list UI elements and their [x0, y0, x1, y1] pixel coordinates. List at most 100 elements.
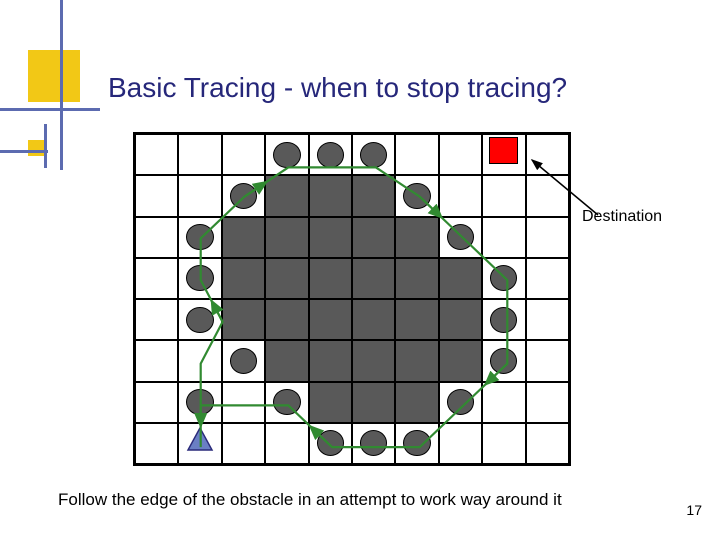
grid-cell [395, 299, 438, 340]
trace-dot [186, 307, 213, 333]
grid-cell [265, 340, 308, 381]
grid-cell [482, 340, 525, 381]
destination-marker [489, 137, 518, 164]
grid-cell [265, 423, 308, 464]
grid-cell [135, 423, 178, 464]
grid-cell [352, 340, 395, 381]
grid-cell [309, 340, 352, 381]
decor-blue-v1 [60, 0, 63, 170]
trace-dot [447, 224, 474, 250]
decor-blue-v2 [44, 124, 47, 168]
grid-cell [482, 134, 525, 175]
grid-cell [222, 217, 265, 258]
grid-cell [482, 299, 525, 340]
caption-text: Follow the edge of the obstacle in an at… [58, 490, 562, 510]
grid-cell [439, 217, 482, 258]
grid-cell [309, 175, 352, 216]
grid-cell [352, 299, 395, 340]
grid-cell [526, 423, 569, 464]
grid-cell [439, 340, 482, 381]
grid-cell [439, 175, 482, 216]
decor-blue-h1 [0, 108, 100, 111]
trace-dot [317, 430, 344, 456]
grid-cell [395, 258, 438, 299]
trace-dot [360, 142, 387, 168]
grid-cell [482, 217, 525, 258]
destination-label: Destination [582, 208, 662, 226]
grid-cell [265, 258, 308, 299]
grid-cell [178, 134, 221, 175]
grid-cell [439, 382, 482, 423]
trace-dot [273, 389, 300, 415]
grid-cell [222, 134, 265, 175]
grid-cell [178, 423, 221, 464]
slide-title: Basic Tracing - when to stop tracing? [108, 72, 567, 104]
start-triangle [186, 426, 214, 457]
grid-cell [222, 258, 265, 299]
grid-cell [352, 217, 395, 258]
trace-dot [273, 142, 300, 168]
grid-cell [178, 175, 221, 216]
grid-cell [265, 134, 308, 175]
grid-cell [352, 258, 395, 299]
grid-cell [265, 217, 308, 258]
grid-cell [482, 382, 525, 423]
trace-dot [186, 389, 213, 415]
trace-dot [186, 224, 213, 250]
grid-cell [526, 134, 569, 175]
trace-dot [490, 307, 517, 333]
grid-cell [482, 258, 525, 299]
grid-cell [135, 258, 178, 299]
trace-dot [230, 183, 257, 209]
grid-diagram [133, 132, 571, 466]
grid-cell [135, 340, 178, 381]
grid-cell [352, 382, 395, 423]
grid-cell [265, 299, 308, 340]
grid-cell [135, 175, 178, 216]
grid-cell [352, 423, 395, 464]
grid-cell [222, 382, 265, 423]
grid-cell [178, 299, 221, 340]
grid-cell [439, 299, 482, 340]
grid-cell [309, 423, 352, 464]
grid-cell [135, 134, 178, 175]
trace-dot [403, 430, 430, 456]
trace-dot [360, 430, 387, 456]
grid-cell [526, 299, 569, 340]
grid-cell [309, 299, 352, 340]
grid-cell [395, 134, 438, 175]
grid-cell [395, 423, 438, 464]
grid-cell [309, 134, 352, 175]
grid-cell [526, 382, 569, 423]
grid-cell [178, 258, 221, 299]
grid-cell [178, 382, 221, 423]
decor-blue-h2 [0, 150, 48, 153]
grid-cell [352, 134, 395, 175]
grid-cell [309, 258, 352, 299]
grid-cell [352, 175, 395, 216]
grid-cell [222, 299, 265, 340]
grid-cell [222, 423, 265, 464]
trace-dot [447, 389, 474, 415]
grid-cell [395, 217, 438, 258]
grid-cell [135, 217, 178, 258]
grid-cell [526, 217, 569, 258]
grid-cell [265, 175, 308, 216]
decor-yellow-1 [28, 50, 80, 102]
trace-dot [403, 183, 430, 209]
trace-dot [317, 142, 344, 168]
grid-cell [135, 382, 178, 423]
grid-cell [482, 175, 525, 216]
grid-cell [526, 175, 569, 216]
grid-cell [178, 340, 221, 381]
grid-cell [395, 382, 438, 423]
grid-cell [526, 340, 569, 381]
trace-dot [230, 348, 257, 374]
trace-dot [490, 265, 517, 291]
trace-dot [490, 348, 517, 374]
grid-cell [439, 423, 482, 464]
decor-yellow-2 [28, 140, 44, 156]
grid-cell [135, 299, 178, 340]
grid-cell [222, 340, 265, 381]
grid-cell [265, 382, 308, 423]
